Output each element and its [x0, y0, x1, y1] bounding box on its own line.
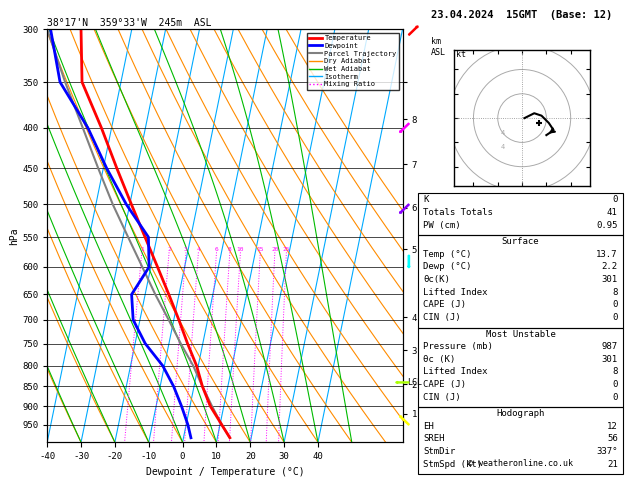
Text: 38°17'N  359°33'W  245m  ASL: 38°17'N 359°33'W 245m ASL: [47, 18, 212, 28]
Y-axis label: km
ASL: km ASL: [431, 37, 446, 57]
X-axis label: Dewpoint / Temperature (°C): Dewpoint / Temperature (°C): [145, 467, 304, 477]
Text: 8: 8: [228, 247, 231, 252]
Text: Temp (°C): Temp (°C): [423, 250, 472, 259]
Text: 4: 4: [196, 247, 200, 252]
Text: 0: 0: [612, 300, 618, 310]
Text: LCL: LCL: [407, 378, 421, 387]
Text: 0.95: 0.95: [596, 221, 618, 230]
Text: 15: 15: [257, 247, 264, 252]
Text: 1: 1: [140, 247, 143, 252]
Text: Most Unstable: Most Unstable: [486, 330, 555, 339]
Text: 8: 8: [612, 367, 618, 377]
Text: 0: 0: [612, 195, 618, 205]
Text: θc (K): θc (K): [423, 355, 455, 364]
Text: 987: 987: [601, 342, 618, 351]
Text: StmDir: StmDir: [423, 447, 455, 456]
Text: Totals Totals: Totals Totals: [423, 208, 493, 217]
Text: 10: 10: [237, 247, 244, 252]
Text: 21: 21: [607, 460, 618, 469]
Text: 4: 4: [501, 130, 504, 136]
Text: 0: 0: [612, 393, 618, 402]
Text: CAPE (J): CAPE (J): [423, 300, 466, 310]
Text: K: K: [423, 195, 429, 205]
Text: 41: 41: [607, 208, 618, 217]
Text: 0: 0: [612, 380, 618, 389]
Text: Pressure (mb): Pressure (mb): [423, 342, 493, 351]
Text: EH: EH: [423, 422, 434, 431]
Text: 4: 4: [501, 144, 504, 150]
Text: 12: 12: [607, 422, 618, 431]
Text: CIN (J): CIN (J): [423, 393, 461, 402]
Text: 23.04.2024  15GMT  (Base: 12): 23.04.2024 15GMT (Base: 12): [431, 10, 613, 19]
Legend: Temperature, Dewpoint, Parcel Trajectory, Dry Adiabat, Wet Adiabat, Isotherm, Mi: Temperature, Dewpoint, Parcel Trajectory…: [307, 33, 399, 90]
Text: Lifted Index: Lifted Index: [423, 367, 488, 377]
Text: Surface: Surface: [502, 237, 539, 246]
Text: kt: kt: [457, 51, 467, 59]
Text: 6: 6: [214, 247, 218, 252]
Text: PW (cm): PW (cm): [423, 221, 461, 230]
Text: 8: 8: [612, 288, 618, 297]
Text: 301: 301: [601, 355, 618, 364]
Text: Dewp (°C): Dewp (°C): [423, 262, 472, 272]
Text: 2: 2: [167, 247, 171, 252]
Text: 13.7: 13.7: [596, 250, 618, 259]
Text: StmSpd (kt): StmSpd (kt): [423, 460, 482, 469]
Text: CAPE (J): CAPE (J): [423, 380, 466, 389]
Text: 2.2: 2.2: [601, 262, 618, 272]
Text: 301: 301: [601, 275, 618, 284]
Text: © weatheronline.co.uk: © weatheronline.co.uk: [468, 459, 573, 469]
Text: 3: 3: [184, 247, 188, 252]
Text: 56: 56: [607, 434, 618, 444]
Text: Hodograph: Hodograph: [496, 409, 545, 418]
Text: CIN (J): CIN (J): [423, 313, 461, 322]
Text: θc(K): θc(K): [423, 275, 450, 284]
Text: Lifted Index: Lifted Index: [423, 288, 488, 297]
Text: 25: 25: [282, 247, 290, 252]
Y-axis label: hPa: hPa: [9, 227, 19, 244]
Text: 20: 20: [271, 247, 279, 252]
Text: 337°: 337°: [596, 447, 618, 456]
Text: SREH: SREH: [423, 434, 445, 444]
Text: 0: 0: [612, 313, 618, 322]
